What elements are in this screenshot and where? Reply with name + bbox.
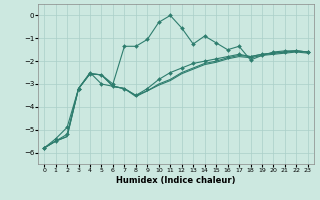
X-axis label: Humidex (Indice chaleur): Humidex (Indice chaleur) — [116, 176, 236, 185]
